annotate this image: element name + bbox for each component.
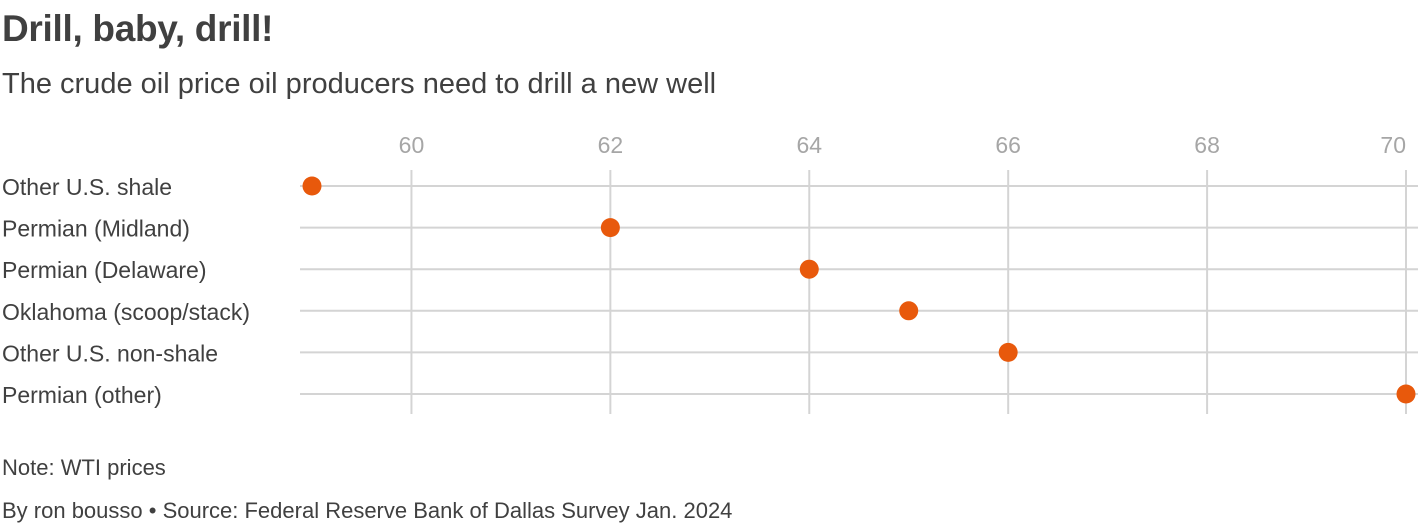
x-tick-label: 68 (1194, 132, 1220, 158)
data-point (600, 218, 620, 238)
chart-note: Note: WTI prices (2, 455, 166, 480)
dot-plot-chart: 60 62 64 66 68 70 Other U.S. shale Permian (Mi… (2, 132, 1418, 414)
category-label: Permian (other) (2, 382, 162, 408)
chart-byline: By ron bousso • Source: Federal Reserve … (2, 498, 733, 523)
data-point (998, 342, 1018, 362)
category-label: Other U.S. non-shale (2, 340, 218, 366)
data-point (899, 301, 919, 321)
data-point (799, 259, 819, 279)
data-point (302, 176, 322, 196)
grid-layer (300, 170, 1418, 414)
y-axis-labels: Other U.S. shale Permian (Midland) Permian… (2, 174, 250, 408)
category-label: Permian (Midland) (2, 216, 190, 242)
category-label: Permian (Delaware) (2, 257, 207, 283)
x-tick-label: 64 (796, 132, 822, 158)
category-label: Oklahoma (scoop/stack) (2, 299, 250, 325)
category-label: Other U.S. shale (2, 174, 172, 200)
x-tick-label: 62 (598, 132, 624, 158)
x-tick-label: 66 (995, 132, 1021, 158)
x-tick-label: 70 (1380, 132, 1406, 158)
chart-title: Drill, baby, drill! (2, 8, 274, 49)
data-point (1396, 384, 1416, 404)
chart-subtitle: The crude oil price oil producers need t… (2, 68, 717, 100)
x-tick-label: 60 (399, 132, 425, 158)
x-axis-ticks: 60 62 64 66 68 70 (399, 132, 1406, 158)
data-points (302, 176, 1416, 404)
